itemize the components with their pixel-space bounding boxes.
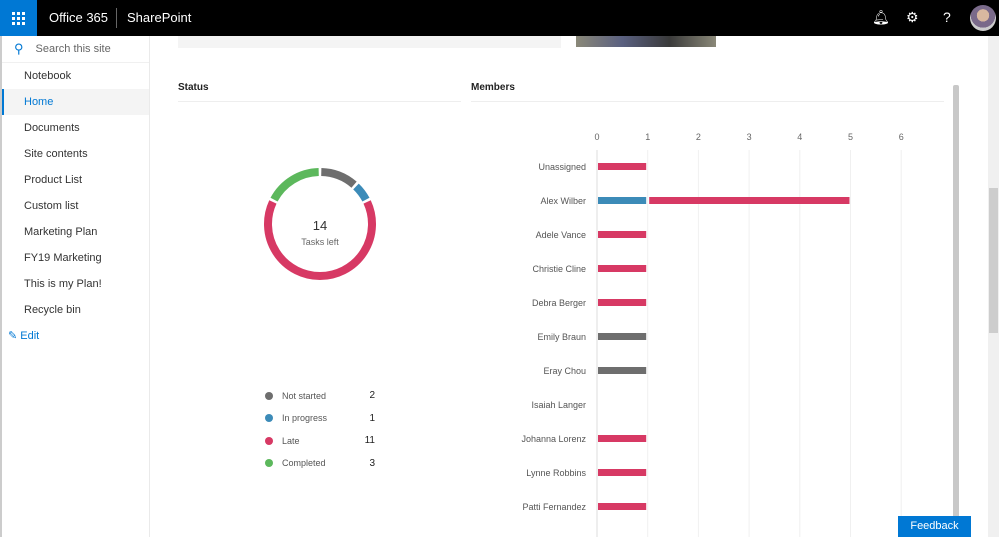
legend-dot-icon <box>265 436 273 445</box>
feedback-button[interactable]: Feedback <box>898 516 971 537</box>
legend-count: 3 <box>369 457 375 469</box>
main-content: Status Members 14 Tasks left Not started… <box>150 36 988 537</box>
bar-late[interactable] <box>598 299 647 306</box>
photo <box>576 36 716 47</box>
bar-in-progress[interactable] <box>598 197 647 204</box>
sidebar-item-this-is-my-plan[interactable]: This is my Plan! <box>24 278 102 290</box>
sidebar-item-notebook[interactable]: Notebook <box>24 70 72 82</box>
category-label: Eray Chou <box>543 366 586 376</box>
tasks-left-label: Tasks left <box>301 237 339 247</box>
sharepoint-link[interactable]: SharePoint <box>127 10 192 25</box>
waffle-icon[interactable] <box>0 0 37 36</box>
status-heading: Status <box>178 82 461 102</box>
x-tick-label: 0 <box>594 132 599 142</box>
category-label: Alex Wilber <box>540 196 586 206</box>
legend-count: 11 <box>364 435 375 446</box>
donut-segment-late[interactable] <box>264 200 376 280</box>
sidebar-item-custom-list[interactable]: Custom list <box>24 200 79 212</box>
search-placeholder: Search this site <box>35 43 111 55</box>
category-label: Lynne Robbins <box>526 468 586 478</box>
category-label: Emily Braun <box>537 332 586 342</box>
x-tick-label: 1 <box>645 132 650 142</box>
members-heading: Members <box>471 82 944 102</box>
avatar[interactable] <box>970 5 996 31</box>
legend-label: Not started <box>282 390 327 401</box>
legend-dot-icon <box>265 414 273 422</box>
legend-item: In progress 1 <box>265 413 375 424</box>
bar-late[interactable] <box>598 503 647 510</box>
page-scrollbar[interactable] <box>988 36 999 537</box>
category-label: Unassigned <box>538 162 586 172</box>
sidebar-item-documents[interactable]: Documents <box>24 122 80 134</box>
help-icon[interactable]: ? <box>943 9 951 25</box>
pencil-icon: ✎ <box>8 330 18 342</box>
legend-count: 1 <box>369 412 375 424</box>
category-label: Debra Berger <box>532 298 586 308</box>
search-icon: ⚲ <box>14 41 24 56</box>
bar-late[interactable] <box>598 231 647 238</box>
sidebar-item-product-list[interactable]: Product List <box>24 174 83 186</box>
legend-item: Late 11 <box>265 435 375 446</box>
x-tick-label: 4 <box>797 132 802 142</box>
legend-dot-icon <box>265 459 273 467</box>
donut-segment-in-progress[interactable] <box>353 183 370 202</box>
divider <box>116 8 117 28</box>
x-tick-label: 6 <box>899 132 904 142</box>
sidebar-item-site-contents[interactable]: Site contents <box>24 148 88 160</box>
category-label: Patti Fernandez <box>522 502 586 512</box>
legend-item: Not started 2 <box>265 390 375 401</box>
legend-label: In progress <box>282 413 328 423</box>
scrollbar-thumb[interactable] <box>989 188 998 333</box>
bar-late[interactable] <box>598 435 647 442</box>
bar-not-started[interactable] <box>598 333 647 340</box>
category-label: Isaiah Langer <box>531 400 586 410</box>
status-donut-chart: 14 Tasks left <box>264 168 376 280</box>
donut-segment-not-started[interactable] <box>321 168 357 188</box>
legend-label: Completed <box>282 458 326 468</box>
legend-label: Late <box>282 435 300 446</box>
bar-late[interactable] <box>649 197 850 204</box>
category-label: Christie Cline <box>532 264 586 274</box>
members-bar-chart: 0 1 2 3 4 5 6 Unassigned Alex Wilber Adele Vance C… <box>521 132 904 537</box>
sidebar: ⚲ Search this site Notebook Home Documents S… <box>0 36 150 537</box>
bell-icon[interactable]: 🔔︎ <box>872 9 890 25</box>
bar-late[interactable] <box>598 265 647 272</box>
tasks-left-count: 14 <box>313 218 327 233</box>
x-tick-label: 5 <box>848 132 853 142</box>
category-label: Adele Vance <box>536 230 586 240</box>
legend-count: 2 <box>369 390 375 401</box>
sidebar-item-fy19-marketing[interactable]: FY19 Marketing <box>24 252 102 264</box>
x-tick-label: 3 <box>747 132 752 142</box>
legend-item: Completed 3 <box>265 458 375 469</box>
x-tick-label: 2 <box>696 132 701 142</box>
edit-link[interactable]: ✎ Edit <box>2 323 149 349</box>
bar-late[interactable] <box>598 469 647 476</box>
category-label: Johanna Lorenz <box>521 434 586 444</box>
text-placeholder-block <box>178 36 561 48</box>
top-bar: Office 365 SharePoint 🔔︎ ⚙ ? <box>0 0 999 36</box>
office-365-link[interactable]: Office 365 <box>49 10 109 25</box>
legend-dot-icon <box>265 391 273 400</box>
scrollbar[interactable] <box>953 85 959 537</box>
search-input[interactable]: ⚲ Search this site <box>2 36 149 63</box>
sidebar-item-recycle-bin[interactable]: Recycle bin <box>24 304 81 316</box>
gear-icon[interactable]: ⚙ <box>906 9 919 25</box>
bar-late[interactable] <box>598 163 647 170</box>
sidebar-item-marketing-plan[interactable]: Marketing Plan <box>24 226 98 238</box>
sidebar-item-home[interactable]: Home <box>2 89 149 115</box>
edit-label: Edit <box>20 330 40 342</box>
bar-not-started[interactable] <box>598 367 647 374</box>
donut-segment-completed[interactable] <box>270 168 319 202</box>
